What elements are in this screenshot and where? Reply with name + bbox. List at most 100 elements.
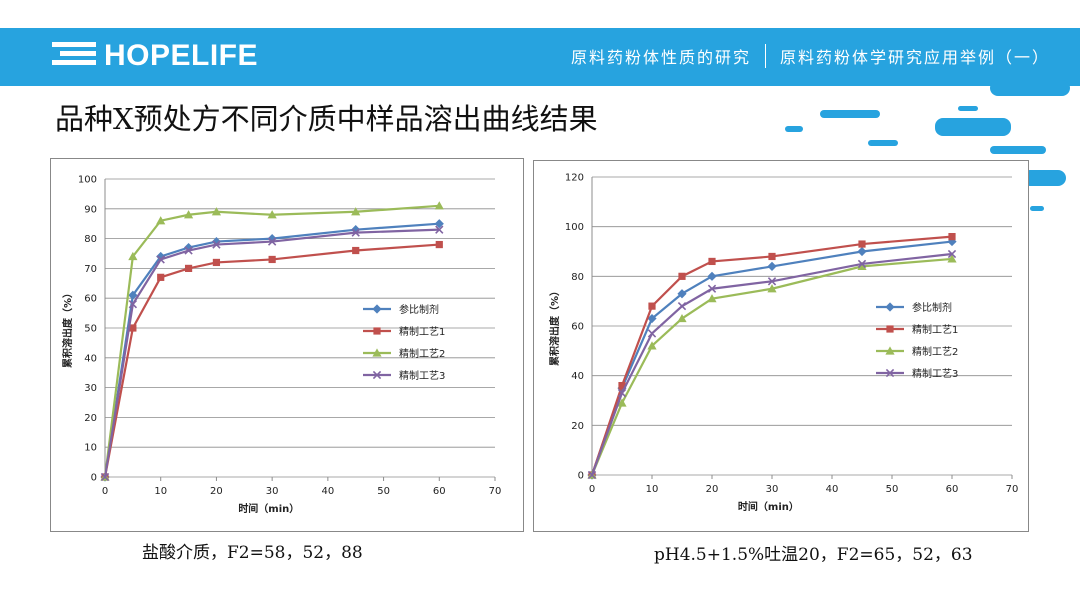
y-tick-label: 100 xyxy=(565,222,584,233)
data-point xyxy=(434,201,444,210)
data-point xyxy=(434,219,444,229)
y-tick-label: 10 xyxy=(84,443,97,454)
x-tick-label: 60 xyxy=(433,486,446,497)
y-tick-label: 90 xyxy=(84,204,97,215)
data-point xyxy=(678,272,686,280)
x-tick-label: 40 xyxy=(826,484,839,495)
x-tick-label: 70 xyxy=(1006,484,1019,495)
x-tick-label: 10 xyxy=(646,484,659,495)
chart-ph45-dissolution: 0 20 40 60 80 100 120 0 10 20 30 40 50 60 70 时间（min） 累积溶… xyxy=(548,173,1019,514)
series-line xyxy=(590,235,953,476)
legend-label: 精制工艺1 xyxy=(399,325,445,338)
data-point xyxy=(587,470,597,480)
series-line xyxy=(103,204,440,478)
data-point xyxy=(351,207,361,216)
data-point xyxy=(157,273,165,281)
x-tick-label: 10 xyxy=(154,486,167,497)
legend-label: 精制工艺3 xyxy=(399,369,445,382)
breadcrumb-subsection: 原料药粉体学研究应用举例（一） xyxy=(779,48,1050,67)
data-point xyxy=(677,289,687,299)
data-point xyxy=(128,299,138,309)
series-line xyxy=(103,222,440,478)
x-tick-label: 50 xyxy=(886,484,899,495)
y-axis-label: 累积溶出度（%） xyxy=(61,288,74,368)
y-tick-label: 40 xyxy=(571,371,584,382)
y-tick-label: 60 xyxy=(84,294,97,305)
chart-2-frame: 0 20 40 60 80 100 120 0 10 20 30 40 50 60 70 时间（min） 累积溶… xyxy=(533,160,1029,532)
data-point xyxy=(947,254,957,263)
decor-dash xyxy=(990,80,1070,96)
series-line xyxy=(103,243,440,478)
legend-marker xyxy=(373,327,381,335)
legend-marker xyxy=(886,325,894,333)
legend-label: 精制工艺3 xyxy=(912,367,958,380)
data-point xyxy=(435,225,444,234)
legend-marker xyxy=(372,348,382,357)
chart-1-caption: 盐酸介质，F2=58，52，88 xyxy=(142,543,363,563)
data-point xyxy=(768,252,776,261)
legend-label: 参比制剂 xyxy=(912,301,952,314)
data-point xyxy=(947,249,957,259)
y-tick-label: 40 xyxy=(84,353,97,364)
y-tick-label: 20 xyxy=(84,413,97,424)
data-point xyxy=(677,301,687,311)
data-point xyxy=(156,255,165,264)
breadcrumb-divider xyxy=(764,44,766,68)
data-point xyxy=(351,228,360,237)
legend-label: 精制工艺1 xyxy=(912,323,958,336)
breadcrumb-section: 原料药粉体性质的研究 xyxy=(570,48,751,67)
chart-1-frame: 0 10 20 30 40 50 60 70 80 90 100 0 10 20 30 40 50 60 70 时间（… xyxy=(50,158,524,532)
legend-marker xyxy=(885,368,895,378)
y-tick-label: 80 xyxy=(571,272,584,283)
data-point xyxy=(707,294,717,303)
decor-dash xyxy=(1022,170,1066,186)
data-point xyxy=(647,313,657,324)
series-1 xyxy=(587,236,957,480)
x-axis-label: 时间（min） xyxy=(238,502,299,515)
data-point xyxy=(647,329,657,338)
series-line xyxy=(590,257,953,476)
decor-dash xyxy=(1030,206,1044,211)
data-point xyxy=(129,324,137,332)
x-tick-label: 70 xyxy=(489,486,502,497)
x-tick-label: 60 xyxy=(946,484,959,495)
decor-dash xyxy=(935,118,1011,136)
data-point xyxy=(100,472,110,482)
y-tick-label: 0 xyxy=(578,471,584,482)
decor-dash xyxy=(958,106,978,111)
data-point xyxy=(212,240,221,249)
data-point xyxy=(648,302,656,310)
data-point xyxy=(156,251,166,262)
y-tick-label: 70 xyxy=(84,264,97,275)
data-point xyxy=(858,240,866,248)
y-tick-label: 50 xyxy=(84,324,97,335)
page-title: 品种X预处方不同介质中样品溶出曲线结果 xyxy=(55,102,598,136)
x-tick-label: 30 xyxy=(766,484,779,495)
legend-marker xyxy=(372,370,382,380)
data-point xyxy=(156,216,166,225)
y-tick-label: 120 xyxy=(565,173,584,184)
data-point xyxy=(767,277,777,286)
data-point xyxy=(352,246,360,255)
logo-text: HOPELIFE xyxy=(104,39,259,72)
y-tick-label: 30 xyxy=(84,383,97,394)
legend-marker xyxy=(372,304,382,314)
legend-marker xyxy=(885,346,895,355)
data-point xyxy=(617,398,627,407)
data-point xyxy=(857,246,867,257)
data-point xyxy=(948,233,956,241)
x-axis-label: 时间（min） xyxy=(738,500,799,513)
data-point xyxy=(707,284,717,293)
header-bar xyxy=(0,28,1080,86)
data-point xyxy=(708,257,716,266)
logo-stripes-icon xyxy=(52,42,96,65)
legend-label: 精制工艺2 xyxy=(912,345,958,358)
series-line xyxy=(590,240,953,476)
chart-hcl-dissolution: 0 10 20 30 40 50 60 70 80 90 100 0 10 20 30 40 50 60 70 时间（… xyxy=(61,175,502,516)
y-tick-label: 80 xyxy=(84,234,97,245)
data-point xyxy=(707,271,717,281)
decor-dash xyxy=(990,146,1046,154)
x-tick-label: 20 xyxy=(706,484,719,495)
